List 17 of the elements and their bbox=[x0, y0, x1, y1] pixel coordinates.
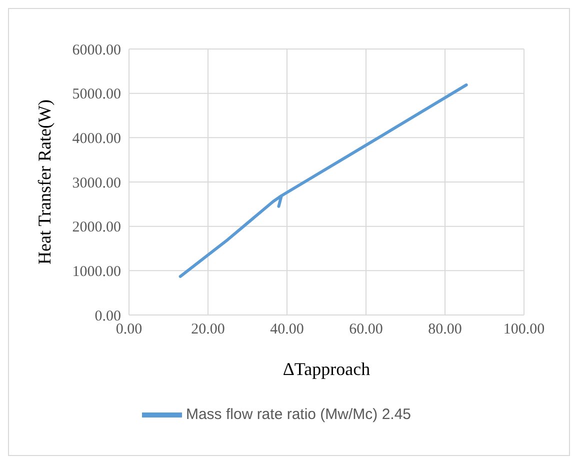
y-tick-label: 4000.00 bbox=[72, 130, 121, 147]
x-axis-title: ΔTapproach bbox=[282, 359, 370, 379]
x-tick-label: 0.00 bbox=[116, 322, 142, 338]
y-tick-label: 2000.00 bbox=[72, 220, 121, 236]
legend-label: Mass flow rate ratio (Mw/Mc) 2.45 bbox=[186, 406, 412, 423]
x-tick-label: 60.00 bbox=[349, 322, 383, 338]
y-tick-label: 6000.00 bbox=[72, 42, 121, 58]
x-tick-label: 100.00 bbox=[503, 322, 545, 338]
y-axis-title: Heat Transfer Rate(W) bbox=[34, 100, 54, 264]
y-tick-label: 3000.00 bbox=[72, 175, 121, 192]
y-tick-label: 1000.00 bbox=[72, 264, 121, 280]
y-tick-label: 0.00 bbox=[94, 308, 121, 324]
x-tick-label: 40.00 bbox=[270, 322, 304, 338]
x-tick-label: 20.00 bbox=[191, 322, 225, 338]
y-tick-label: 5000.00 bbox=[72, 86, 121, 103]
x-tick-label: 80.00 bbox=[428, 322, 462, 338]
line-series bbox=[178, 83, 468, 278]
